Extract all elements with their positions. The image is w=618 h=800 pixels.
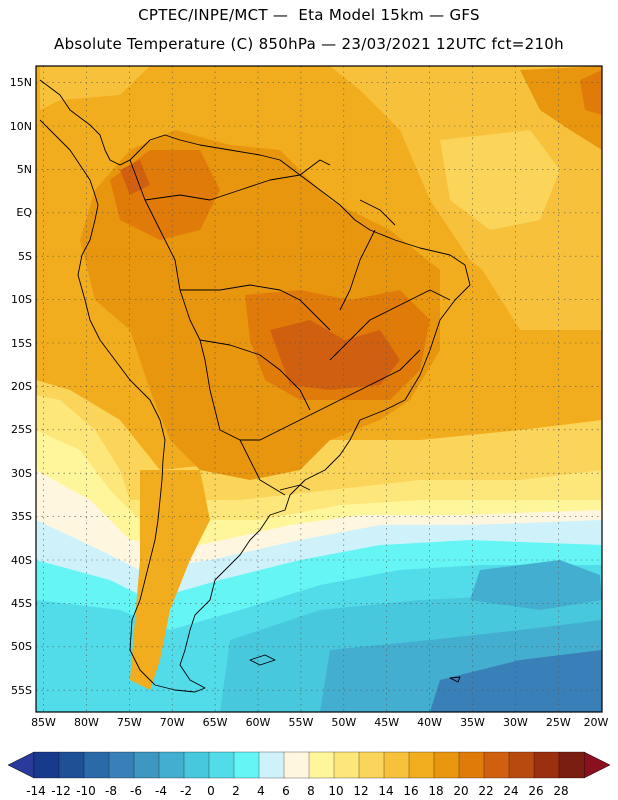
map-frame	[35, 65, 603, 713]
colorbar-label: 22	[478, 784, 493, 798]
lat-label: 10N	[10, 120, 32, 133]
colorbar-swatch	[58, 751, 85, 779]
colorbar-label: 6	[282, 784, 290, 798]
colorbar-label: 24	[503, 784, 518, 798]
colorbar-swatch	[558, 751, 585, 779]
colorbar-label: 12	[353, 784, 368, 798]
colorbar-swatch	[433, 751, 460, 779]
lon-label: 50W	[331, 716, 356, 729]
title-model: CPTEC/INPE/MCT — Eta Model 15km — GFS	[138, 6, 480, 24]
colorbar: -14 -12 -10 -8 -6 -4 -2 0 2 4 6 8 10 12 14 16 18 20 22 24 26…	[7, 751, 611, 798]
lat-label: 50S	[11, 640, 32, 653]
colorbar-swatch	[158, 751, 185, 779]
lat-label: 5S	[18, 250, 32, 263]
colorbar-label: 2	[232, 784, 240, 798]
lat-label: 10S	[11, 293, 32, 306]
colorbar-label: 28	[553, 784, 568, 798]
lat-label: 35S	[11, 510, 32, 523]
colorbar-label: 18	[428, 784, 443, 798]
colorbar-swatch	[108, 751, 135, 779]
lat-label: 45S	[11, 597, 32, 610]
longitude-labels: 85W 80W 75W 70W 65W 60W 55W 50W 45W 40W …	[31, 716, 608, 729]
temperature-field	[36, 66, 602, 712]
lon-label: 70W	[160, 716, 185, 729]
colorbar-swatch	[483, 751, 510, 779]
colorbar-label: -6	[130, 784, 142, 798]
lon-label: 75W	[117, 716, 142, 729]
lon-label: 55W	[288, 716, 313, 729]
colorbar-swatch	[533, 751, 560, 779]
colorbar-label: 8	[307, 784, 315, 798]
colorbar-low-arrow	[7, 751, 35, 779]
lat-label: 55S	[11, 684, 32, 697]
colorbar-label: 16	[403, 784, 418, 798]
colorbar-swatch	[383, 751, 410, 779]
lat-label: EQ	[16, 206, 32, 219]
lat-label: 15N	[10, 76, 32, 89]
latitude-labels: 15N 10N 5N EQ 5S 10S 15S 20S 25S 30S 35S…	[10, 76, 33, 697]
colorbar-label: -14	[26, 784, 46, 798]
colorbar-swatch	[333, 751, 360, 779]
coastlines	[39, 79, 471, 693]
colorbar-swatch	[33, 751, 60, 779]
colorbar-swatch	[133, 751, 160, 779]
lat-label: 40S	[11, 554, 32, 567]
lon-label: 60W	[246, 716, 271, 729]
lon-label: 85W	[31, 716, 56, 729]
lon-label: 65W	[203, 716, 228, 729]
colorbar-label: -10	[76, 784, 96, 798]
colorbar-swatch	[83, 751, 110, 779]
colorbar-swatch	[258, 751, 285, 779]
colorbar-swatch	[283, 751, 310, 779]
colorbar-swatch	[358, 751, 385, 779]
colorbar-label: 0	[207, 784, 215, 798]
colorbar-swatch	[183, 751, 210, 779]
colorbar-label: 26	[528, 784, 543, 798]
colorbar-high-arrow	[583, 751, 611, 779]
lon-label: 80W	[74, 716, 99, 729]
lon-label: 25W	[546, 716, 571, 729]
colorbar-label: -4	[155, 784, 167, 798]
colorbar-swatch	[208, 751, 235, 779]
colorbar-swatch	[233, 751, 260, 779]
colorbar-label: -12	[51, 784, 71, 798]
colorbar-swatch	[308, 751, 335, 779]
lon-label: 45W	[374, 716, 399, 729]
colorbar-label: 10	[328, 784, 343, 798]
lat-label: 25S	[11, 423, 32, 436]
lat-label: 20S	[11, 380, 32, 393]
lat-label: 30S	[11, 467, 32, 480]
lon-label: 40W	[417, 716, 442, 729]
colorbar-label: 20	[453, 784, 468, 798]
colorbar-label: -2	[180, 784, 192, 798]
lon-label: 20W	[584, 716, 609, 729]
colorbar-label: 4	[257, 784, 265, 798]
colorbar-label: 14	[378, 784, 393, 798]
colorbar-swatch	[408, 751, 435, 779]
lon-label: 30W	[503, 716, 528, 729]
colorbar-label: -8	[105, 784, 117, 798]
colorbar-swatch	[508, 751, 535, 779]
lat-label: 5N	[17, 163, 32, 176]
title-variable: Absolute Temperature (C) 850hPa — 23/03/…	[54, 35, 564, 53]
lat-label: 15S	[11, 337, 32, 350]
colorbar-swatch	[458, 751, 485, 779]
lon-label: 35W	[460, 716, 485, 729]
